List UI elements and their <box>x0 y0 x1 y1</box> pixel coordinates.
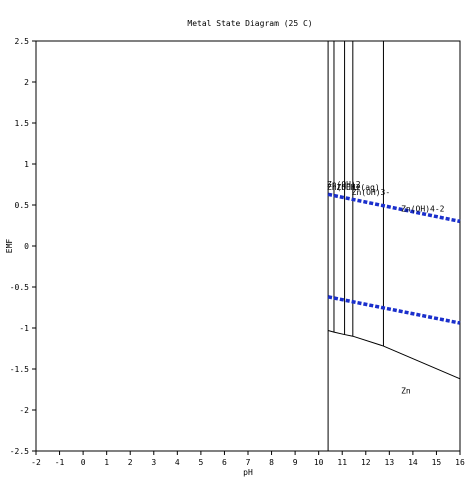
chart-title: Metal State Diagram (25 C) <box>187 19 312 28</box>
x-tick-label: -1 <box>55 458 65 467</box>
y-axis-label: EMF <box>5 239 14 254</box>
y-tick-label: -1.5 <box>10 365 29 374</box>
x-tick-label: 12 <box>361 458 371 467</box>
x-tick-label: 6 <box>222 458 227 467</box>
x-tick-label: 16 <box>455 458 465 467</box>
water-line <box>327 192 461 224</box>
y-tick-label: 0.5 <box>15 201 30 210</box>
y-tick-label: -2 <box>19 406 29 415</box>
y-tick-label: 2 <box>24 78 29 87</box>
x-tick-label: 5 <box>198 458 203 467</box>
phase-boundaries <box>327 41 461 451</box>
y-tick-label: 2.5 <box>15 37 30 46</box>
y-tick-label: 0 <box>24 242 29 251</box>
y-tick-label: -1 <box>19 324 29 333</box>
x-axis: -2 -1 0 1 2 3 4 5 6 7 8 9 10 11 12 13 14 15 16 <box>31 451 465 467</box>
region-label: Zn(OH)2 <box>327 183 361 192</box>
x-tick-label: 10 <box>314 458 324 467</box>
water-line <box>327 295 461 325</box>
plot-frame <box>35 40 461 452</box>
x-tick-label: 13 <box>385 458 395 467</box>
x-tick-label: -2 <box>31 458 41 467</box>
region-label: Zn <box>401 387 411 396</box>
x-tick-label: 9 <box>293 458 298 467</box>
y-tick-label: 1 <box>24 160 29 169</box>
y-axis: 2.5 2 1.5 1 0.5 0 -0.5 -1 -1.5 -2 -2.5 <box>10 37 36 456</box>
water-stability-lines <box>327 192 461 325</box>
x-tick-label: 7 <box>246 458 251 467</box>
x-tick-label: 15 <box>432 458 442 467</box>
region-label: Zn(OH)4-2 <box>401 205 445 214</box>
region-label: Zn(OH)3- <box>352 188 391 197</box>
x-tick-label: 1 <box>104 458 109 467</box>
x-tick-label: 3 <box>151 458 156 467</box>
y-tick-label: -0.5 <box>10 283 29 292</box>
region-label: ZnOH+(aq) <box>336 183 379 192</box>
y-tick-label: 1.5 <box>15 119 30 128</box>
boundary-line <box>327 329 461 380</box>
region-labels: Zn(OH)2Zn(OH)2ZnOH+(aq)Zn(OH)3-Zn(OH)4-2… <box>327 180 445 396</box>
x-tick-label: 4 <box>175 458 180 467</box>
x-tick-label: 8 <box>269 458 274 467</box>
x-tick-label: 14 <box>408 458 418 467</box>
x-tick-label: 0 <box>81 458 86 467</box>
region-label: Zn(OH)2 <box>327 180 361 189</box>
x-tick-label: 11 <box>337 458 347 467</box>
y-tick-label: -2.5 <box>10 447 29 456</box>
x-tick-label: 2 <box>128 458 133 467</box>
x-axis-label: pH <box>243 468 253 477</box>
